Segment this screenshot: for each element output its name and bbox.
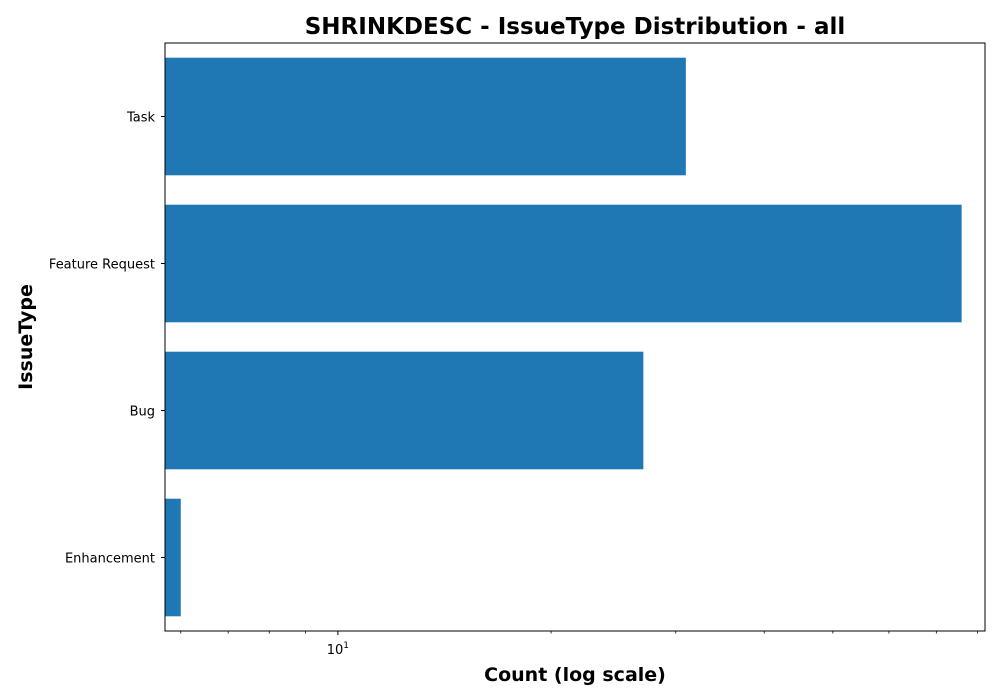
bar-task	[165, 57, 686, 176]
bar-enhancement	[165, 498, 181, 617]
plot-frame	[164, 42, 986, 632]
y-tick-label-feature-request: Feature Request	[49, 258, 155, 273]
bar-feature-request	[165, 204, 962, 323]
chart-title: SHRINKDESC - IssueType Distribution - al…	[305, 14, 846, 40]
x-tick-label: 101	[327, 641, 349, 658]
x-ticks-group: 101	[180, 631, 978, 658]
y-axis-label: IssueType	[15, 284, 37, 390]
y-tick-label-task: Task	[126, 111, 156, 126]
y-ticks-group: Task Feature Request Bug Enhancement	[49, 111, 165, 567]
bar-bug	[165, 351, 644, 470]
bars-group	[165, 57, 962, 617]
y-tick-label-enhancement: Enhancement	[65, 552, 155, 567]
y-tick-label-bug: Bug	[130, 405, 155, 420]
x-axis-label: Count (log scale)	[484, 664, 666, 686]
